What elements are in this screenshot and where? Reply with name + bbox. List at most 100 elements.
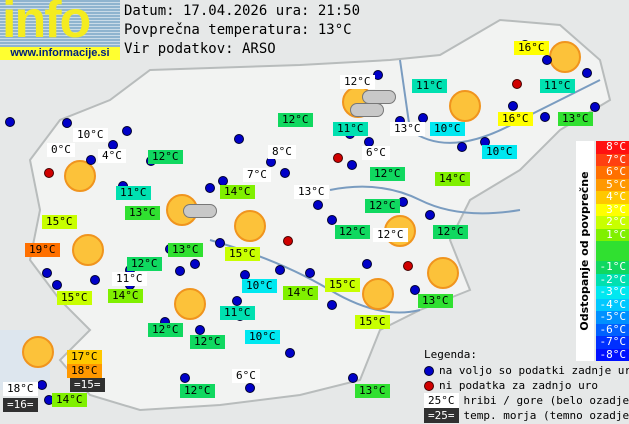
station-dot[interactable] [457, 142, 467, 152]
temperature-label: 15°C [325, 278, 360, 292]
temperature-label: 13°C [294, 185, 329, 199]
station-dot[interactable] [425, 210, 435, 220]
station-dot[interactable] [542, 55, 552, 65]
scale-row: 1°C [596, 228, 629, 241]
sun-icon [449, 90, 481, 122]
station-dot[interactable] [373, 70, 383, 80]
station-dot[interactable] [122, 126, 132, 136]
station-dot[interactable] [327, 300, 337, 310]
blue-dot-icon [424, 365, 434, 376]
temperature-label: 13°C [418, 294, 453, 308]
temperature-label: 7°C [243, 168, 271, 182]
station-missing-dot[interactable] [512, 79, 522, 89]
temperature-label: 10°C [242, 279, 277, 293]
scale-row: -7°C [596, 336, 629, 349]
station-dot[interactable] [62, 118, 72, 128]
station-dot[interactable] [362, 259, 372, 269]
temperature-label: 13°C [168, 243, 203, 257]
station-dot[interactable] [540, 112, 550, 122]
station-dot[interactable] [175, 266, 185, 276]
station-dot[interactable] [305, 268, 315, 278]
temperature-label: 12°C [127, 257, 162, 271]
station-missing-dot[interactable] [403, 261, 413, 271]
scale-row: 4°C [596, 191, 629, 204]
sun-icon [72, 234, 104, 266]
temperature-label: 10°C [482, 145, 517, 159]
temperature-label: 19°C [25, 243, 60, 257]
scale-row [596, 241, 629, 261]
temperature-label: 13°C [390, 122, 425, 136]
station-dot[interactable] [347, 160, 357, 170]
cloud-icon [183, 204, 217, 218]
scale-row: -2°C [596, 273, 629, 286]
logo[interactable]: info www.informacije.si [0, 0, 120, 60]
temperature-label: 12°C [335, 225, 370, 239]
temperature-label: 13°C [558, 112, 593, 126]
scale-row: -6°C [596, 323, 629, 336]
station-dot[interactable] [313, 200, 323, 210]
legend-mountain-sample: 25°C [424, 393, 459, 408]
temperature-label: =15= [70, 378, 105, 392]
temperature-label: 12°C [180, 384, 215, 398]
scale-row: -1°C [596, 261, 629, 274]
temperature-label: 0°C [47, 143, 75, 157]
temperature-label: 16°C [514, 41, 549, 55]
scale-row: 8°C [596, 141, 629, 154]
temperature-label: 12°C [190, 335, 225, 349]
station-dot[interactable] [275, 265, 285, 275]
station-dot[interactable] [205, 183, 215, 193]
station-dot[interactable] [180, 373, 190, 383]
temperature-label: 18°C [3, 382, 38, 396]
station-dot[interactable] [190, 259, 200, 269]
sun-icon [64, 160, 96, 192]
legend-title: Legenda: [424, 348, 477, 361]
temperature-label: 15°C [355, 315, 390, 329]
red-dot-icon [424, 380, 434, 391]
station-dot[interactable] [410, 285, 420, 295]
station-missing-dot[interactable] [44, 168, 54, 178]
station-dot[interactable] [37, 380, 47, 390]
sun-icon [22, 336, 54, 368]
station-missing-dot[interactable] [333, 153, 343, 163]
scale-row: 7°C [596, 153, 629, 166]
station-dot[interactable] [327, 215, 337, 225]
temperature-label: 11°C [220, 306, 255, 320]
date-line: Datum: 17.04.2026 ura: 21:50 [124, 3, 361, 19]
avg-temperature-line: Povprečna temperatura: 13°C [124, 22, 352, 38]
temperature-label: 11°C [116, 186, 151, 200]
station-dot[interactable] [245, 383, 255, 393]
temperature-label: =16= [3, 398, 38, 412]
station-dot[interactable] [234, 134, 244, 144]
temperature-label: 11°C [112, 272, 147, 286]
temperature-label: 14°C [220, 185, 255, 199]
temperature-label: 12°C [373, 228, 408, 242]
temperature-label: 12°C [433, 225, 468, 239]
station-dot[interactable] [232, 296, 242, 306]
station-dot[interactable] [508, 101, 518, 111]
station-dot[interactable] [86, 155, 96, 165]
station-dot[interactable] [590, 102, 600, 112]
station-dot[interactable] [42, 268, 52, 278]
station-dot[interactable] [398, 197, 408, 207]
station-dot[interactable] [285, 348, 295, 358]
logo-url[interactable]: www.informacije.si [0, 47, 120, 60]
station-dot[interactable] [90, 275, 100, 285]
legend: Legenda: na voljo so podatki zadnje ure … [424, 347, 629, 423]
station-missing-dot[interactable] [283, 236, 293, 246]
temperature-label: 12°C [278, 113, 313, 127]
station-dot[interactable] [195, 325, 205, 335]
station-dot[interactable] [5, 117, 15, 127]
station-dot[interactable] [582, 68, 592, 78]
temperature-label: 12°C [370, 167, 405, 181]
temperature-label: 18°C [67, 364, 102, 378]
station-dot[interactable] [280, 168, 290, 178]
scale-row: -8°C [596, 348, 629, 361]
sun-icon [549, 41, 581, 73]
station-dot[interactable] [348, 373, 358, 383]
scale-row: -4°C [596, 298, 629, 311]
temperature-label: 14°C [283, 286, 318, 300]
station-dot[interactable] [215, 238, 225, 248]
temperature-label: 16°C [498, 112, 533, 126]
temperature-label: 14°C [435, 172, 470, 186]
station-dot[interactable] [52, 280, 62, 290]
